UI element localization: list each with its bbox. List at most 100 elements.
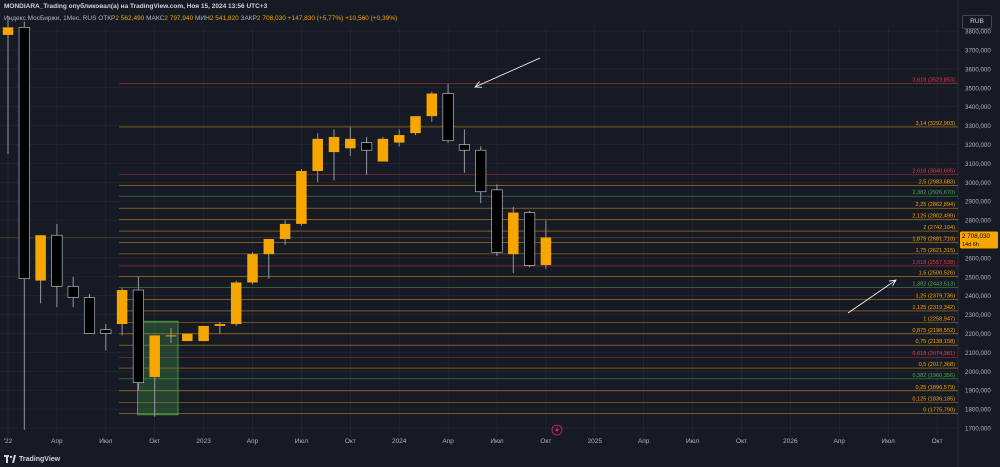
y-tick-label: 3000,000 (965, 180, 991, 187)
tradingview-logo-icon (4, 455, 16, 463)
ohlc-line: Индекс МосБиржи, 1Мес, RUS ОТКР2 562,490… (4, 15, 397, 22)
arrow-bottom-head (889, 279, 897, 287)
candle-body-up (279, 223, 291, 240)
x-tick-label: Апр (442, 438, 454, 445)
fib-level-label: 3,14 (3292,903) (916, 121, 956, 127)
time-axis: '22 Апр Июл Окт 2023 Апр Июл Окт 2024 Апр Июл Окт 20… (4, 438, 943, 445)
fibonacci-levels: 3,618 (3523,853) 3,14 (3292,903) 2,618 (30… (0, 77, 958, 414)
candle-body-up (165, 335, 177, 337)
y-tick-label: 2200,000 (965, 331, 991, 338)
candle-body-up (296, 170, 307, 224)
fib-level-label: 1 (2258,947) (923, 316, 955, 322)
candle-body-up (263, 239, 275, 255)
candle-body-down (475, 149, 487, 193)
high-label: МАКС (146, 15, 165, 22)
fib-level-label: 1,125 (2319,342) (912, 305, 955, 311)
candle-body-down (18, 27, 30, 279)
x-tick-label: Апр (51, 438, 63, 445)
fib-level-label: 1,875 (2681,710) (912, 236, 955, 242)
fib-level-label: 2,125 (2802,499) (912, 214, 955, 220)
close-label: ЗАКР (240, 15, 257, 22)
y-tick-label: 2600,000 (965, 255, 991, 262)
author-line: MONDIARA_Trading опубликовал(а) на Tradi… (4, 3, 268, 10)
x-tick-label: Июл (882, 438, 895, 445)
y-tick-label: 2900,000 (965, 199, 991, 206)
candle-body-down (442, 93, 454, 142)
candle-body-up (149, 335, 160, 377)
close-value: 2 708,030 (256, 15, 286, 22)
y-tick-label: 2100,000 (965, 350, 991, 357)
y-tick-label: 2500,000 (965, 274, 991, 281)
lightning-icon (555, 426, 559, 434)
candle-body-up (377, 138, 389, 162)
x-tick-label: Окт (736, 438, 747, 445)
candle-body-down (524, 212, 536, 266)
candle-body-down (100, 329, 112, 334)
fib-level-label: 2,618 (3040,695) (912, 169, 955, 175)
candle-body-up (410, 116, 421, 134)
fib-level-label: 0,618 (2074,381) (912, 351, 955, 357)
open-value: 2 562,490 (115, 15, 145, 22)
x-tick-label: Окт (540, 438, 551, 445)
arrow-top-head (474, 81, 483, 88)
y-tick-label: 3700,000 (965, 48, 991, 55)
candle-body-down (132, 289, 144, 383)
fib-level-label: 0,125 (1836,185) (912, 396, 955, 402)
fib-level-label: 2,25 (2862,894) (916, 202, 956, 208)
last-price-text: 2 708,030 (962, 233, 991, 240)
x-tick-label: Окт (149, 438, 160, 445)
y-tick-label: 3800,000 (965, 29, 991, 36)
candle-body-up (312, 138, 323, 171)
candle-body-up (345, 138, 356, 149)
fib-level-label: 1,5 (2500,526) (919, 271, 956, 277)
x-tick-label: Июл (490, 438, 503, 445)
y-tick-label: 2300,000 (965, 312, 991, 319)
x-tick-label: Апр (638, 438, 650, 445)
x-tick-label: Июл (686, 438, 699, 445)
x-tick-label: Окт (345, 438, 356, 445)
x-tick-label: 2023 (196, 438, 211, 445)
arrow-top (474, 57, 541, 88)
y-tick-label: 3100,000 (965, 161, 991, 168)
candle-body-up (426, 93, 438, 117)
change-value: +147,830 (+5,77%) (287, 15, 344, 22)
y-tick-label: 2400,000 (965, 293, 991, 300)
fib-level-label: 0 (1775,790) (923, 408, 955, 414)
candle-body-up (230, 282, 242, 325)
candle-body-down (491, 189, 503, 253)
currency-badge[interactable]: RUB (962, 15, 992, 29)
fib-level-label: 1,618 (2557,538) (912, 260, 955, 266)
low-value: 2 541,820 (209, 15, 239, 22)
x-tick-label: Апр (834, 438, 846, 445)
high-value: 2 797,940 (164, 15, 194, 22)
x-tick-label: Окт (932, 438, 943, 445)
fib-level-label: 0,875 (2198,552) (912, 328, 955, 334)
candle-body-up (2, 27, 14, 35)
low-label: МИН (195, 15, 210, 22)
y-tick-label: 3400,000 (965, 104, 991, 111)
candle-body-up (328, 136, 340, 153)
fib-level-label: 2,5 (2983,683) (919, 179, 956, 185)
footer-brand[interactable]: TradingView (4, 455, 60, 463)
candle-body-up (198, 325, 209, 342)
candle-body-down (458, 144, 470, 151)
change2-value: +10,560 (+0,39%) (345, 15, 398, 22)
y-tick-label: 3500,000 (965, 85, 991, 92)
last-price-badge (960, 231, 998, 249)
candle-body-down (51, 234, 63, 287)
symbol-name[interactable]: Индекс МосБиржи, 1Мес, RUS (4, 15, 97, 22)
y-tick-label: 2000,000 (965, 369, 991, 376)
x-tick-label: Июл (295, 438, 308, 445)
candle-body-up (393, 135, 405, 143)
fib-level-label: 0,5 (2017,368) (919, 362, 956, 368)
x-tick-label: Июл (99, 438, 112, 445)
price-axis: 1700,000 1800,000 1900,000 2000,000 2100,000… (960, 29, 998, 433)
candles (2, 16, 552, 430)
y-tick-label: 1900,000 (965, 388, 991, 395)
fib-level-label: 1,75 (2621,315) (916, 248, 956, 254)
x-tick-label: 2025 (588, 438, 603, 445)
candle-body-up (116, 290, 128, 325)
fib-level-label: 3,618 (3523,853) (912, 77, 955, 83)
x-tick-label: 2024 (392, 438, 407, 445)
